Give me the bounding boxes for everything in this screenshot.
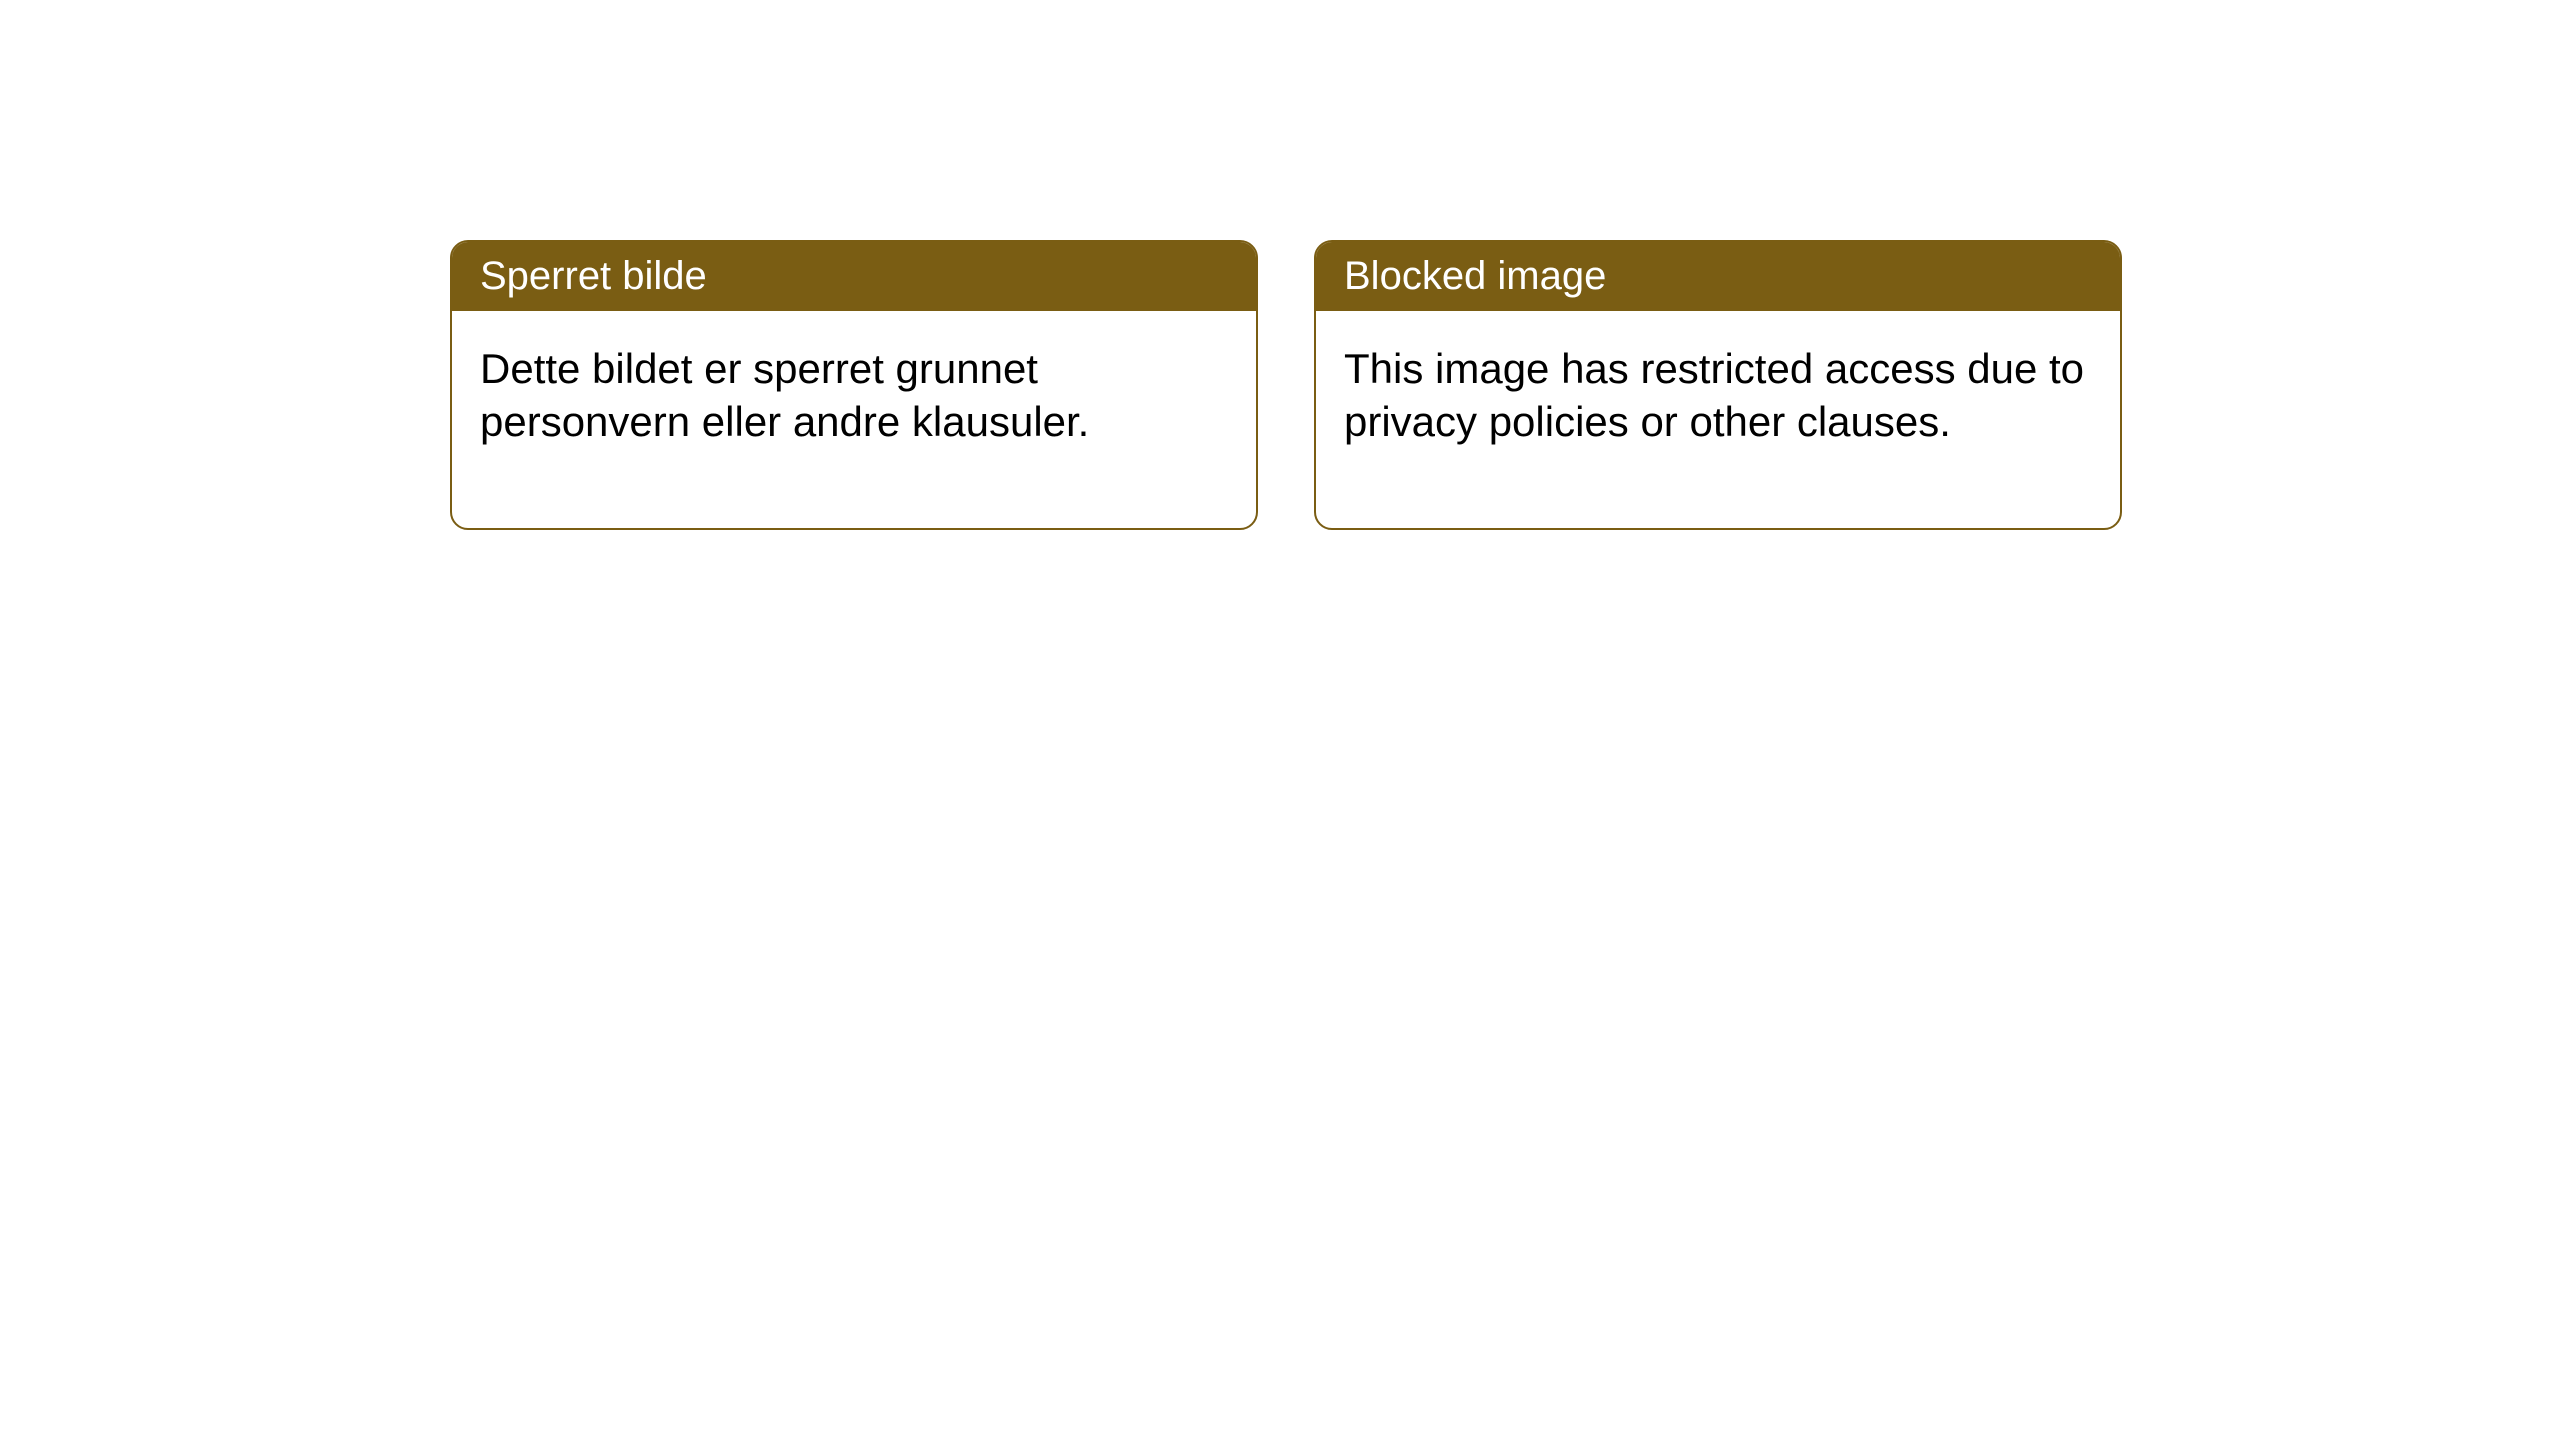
card-header-english: Blocked image <box>1316 242 2120 311</box>
blocked-image-card-norwegian: Sperret bilde Dette bildet er sperret gr… <box>450 240 1258 530</box>
notice-container: Sperret bilde Dette bildet er sperret gr… <box>0 0 2560 530</box>
card-header-norwegian: Sperret bilde <box>452 242 1256 311</box>
card-body-norwegian: Dette bildet er sperret grunnet personve… <box>452 311 1256 528</box>
blocked-image-card-english: Blocked image This image has restricted … <box>1314 240 2122 530</box>
card-body-english: This image has restricted access due to … <box>1316 311 2120 528</box>
